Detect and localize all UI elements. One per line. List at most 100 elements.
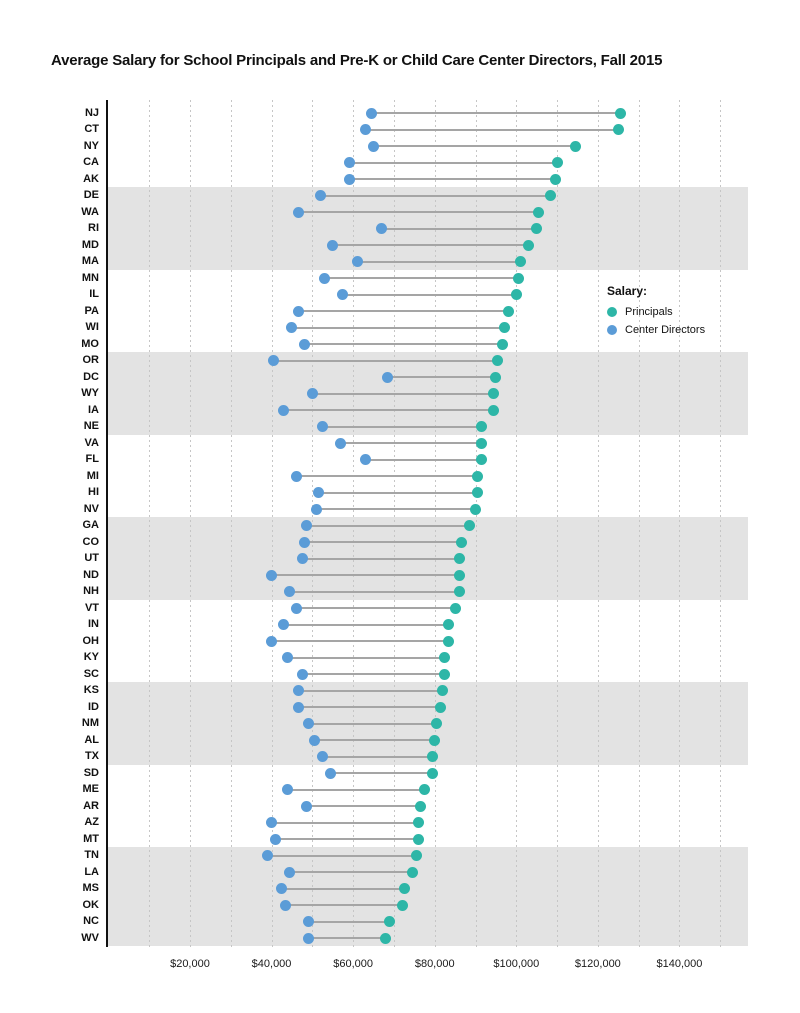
- director-dot: [310, 503, 322, 515]
- connector-line: [320, 194, 551, 197]
- principal-dot: [463, 520, 475, 531]
- director-dot: [292, 685, 304, 696]
- director-dot: [266, 635, 278, 647]
- state-label: NM: [81, 717, 99, 729]
- state-label: AZ: [84, 816, 99, 828]
- principal-dot: [406, 866, 418, 878]
- connector-line: [332, 244, 529, 246]
- principal-dot: [412, 833, 424, 845]
- director-dot: [382, 371, 394, 383]
- director-dot: [315, 190, 326, 201]
- director-dot: [278, 404, 290, 416]
- state-label: NJ: [84, 106, 99, 119]
- legend-item-center-directors: Center Directors: [607, 321, 705, 339]
- row-band: [108, 847, 748, 947]
- state-label: CT: [84, 123, 99, 135]
- principal-dot: [437, 685, 449, 696]
- principal-dot: [453, 569, 465, 581]
- grid-line: [312, 100, 314, 947]
- director-dot: [296, 668, 308, 680]
- principal-dot: [380, 932, 392, 944]
- connector-line: [306, 805, 421, 807]
- connector-line: [324, 277, 519, 279]
- director-dot: [290, 470, 302, 482]
- connector-line: [373, 145, 576, 147]
- director-dot: [325, 767, 337, 779]
- state-label: DC: [83, 370, 99, 383]
- director-dot: [278, 619, 290, 630]
- legend-heading: Salary:: [607, 284, 648, 298]
- connector-line: [304, 541, 462, 543]
- director-dot: [300, 520, 312, 531]
- state-label: IL: [89, 288, 99, 300]
- principal-dot: [414, 800, 426, 812]
- state-label: ID: [88, 700, 99, 713]
- connector-line: [306, 524, 470, 527]
- principal-dot: [612, 124, 624, 135]
- state-label: PA: [84, 304, 99, 317]
- director-dot: [319, 272, 331, 284]
- principal-dot: [545, 190, 557, 201]
- state-label: WA: [81, 205, 99, 218]
- state-label: VA: [84, 436, 99, 449]
- x-tick-label: $40,000: [251, 958, 292, 970]
- principal-dot: [476, 454, 488, 465]
- connector-line: [308, 920, 390, 923]
- grid-line: [516, 100, 518, 947]
- connector-line: [275, 838, 419, 840]
- principal-dot: [551, 157, 563, 168]
- connector-line: [302, 673, 445, 675]
- director-dot: [302, 916, 314, 927]
- director-dot: [292, 701, 304, 713]
- state-label: MO: [81, 337, 99, 350]
- state-label: MN: [81, 271, 99, 284]
- director-dot: [266, 817, 278, 828]
- director-dot: [296, 553, 308, 564]
- connector-line: [387, 376, 496, 378]
- director-dot: [343, 173, 355, 185]
- state-label: ME: [82, 783, 100, 795]
- principal-dot: [431, 718, 443, 729]
- connector-line: [342, 293, 517, 296]
- principal-dot: [453, 586, 465, 597]
- state-label: UT: [84, 552, 99, 564]
- state-label: AL: [84, 733, 99, 746]
- state-label: AR: [83, 799, 99, 812]
- principal-dot: [439, 668, 451, 680]
- principal-dot: [492, 355, 504, 366]
- principal-dot: [614, 107, 626, 119]
- state-label: WY: [81, 387, 99, 399]
- director-dot: [286, 322, 298, 333]
- state-label: HI: [88, 486, 99, 498]
- principal-dot: [435, 701, 447, 713]
- legend-item-principals: Principals: [607, 303, 705, 321]
- legend-item-label: Principals: [625, 306, 673, 318]
- connector-line: [267, 854, 417, 857]
- state-label: TX: [84, 750, 99, 762]
- state-label: FL: [85, 453, 99, 465]
- connector-line: [283, 409, 494, 411]
- principal-dot: [502, 305, 514, 317]
- director-dot: [282, 784, 294, 795]
- director-dot: [337, 289, 349, 300]
- state-label: CA: [83, 156, 99, 168]
- state-label: DE: [83, 189, 99, 201]
- director-dot: [359, 124, 371, 135]
- connector-line: [308, 722, 437, 725]
- connector-line: [302, 557, 460, 560]
- principal-dot: [470, 503, 481, 515]
- principal-dot: [439, 652, 451, 663]
- principal-dot: [514, 256, 526, 267]
- director-dot: [312, 487, 324, 498]
- connector-line: [318, 491, 478, 494]
- principal-dot: [498, 322, 510, 333]
- connector-line: [287, 788, 425, 791]
- grid-line: [475, 100, 477, 947]
- connector-line: [283, 623, 449, 626]
- x-tick-label: $120,000: [574, 958, 621, 970]
- connector-line: [289, 871, 413, 873]
- state-label: VT: [84, 601, 99, 614]
- x-tick-label: $20,000: [170, 958, 210, 970]
